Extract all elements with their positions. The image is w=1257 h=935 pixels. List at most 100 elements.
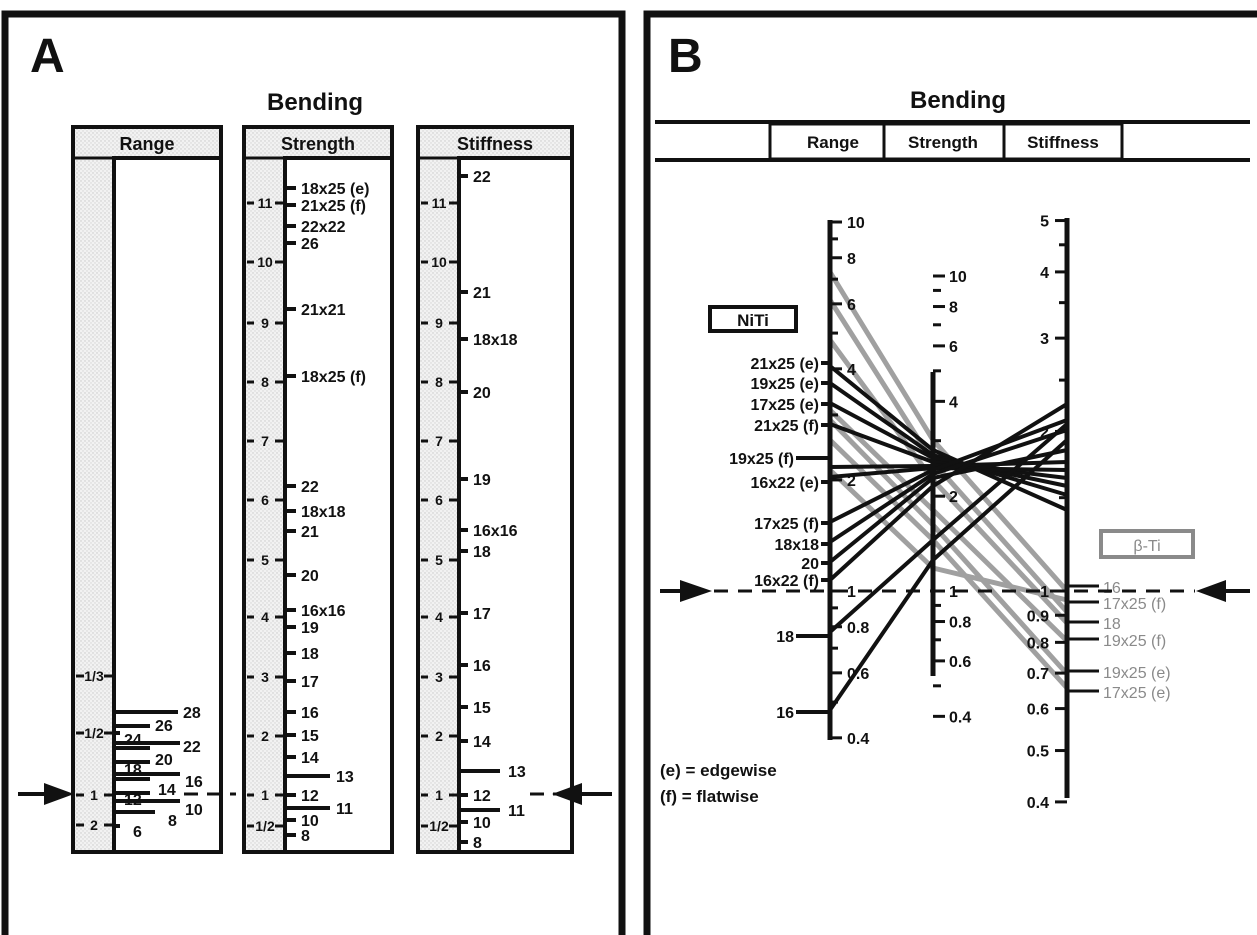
stiffness-axis-label: 4: [1040, 265, 1049, 282]
strength-wire-label: 21x21: [301, 302, 346, 319]
strength-wire-label: 10: [301, 813, 319, 830]
stiffness-left-label: 10: [431, 254, 447, 270]
range-axis-label: 2: [847, 473, 856, 490]
stiffness-wire-label: 15: [473, 700, 491, 717]
strength-axis-label: 10: [949, 269, 967, 286]
arrow-left-icon-b: [1196, 580, 1226, 602]
panel-a-frame: [1, 10, 626, 935]
niti-label: NiTi: [737, 311, 769, 330]
niti-wire-label: 16x22 (e): [751, 475, 820, 492]
range-axis-label: 0.8: [847, 620, 869, 637]
stiffness-wire-label: 16: [473, 658, 491, 675]
strength-wire-label: 26: [301, 236, 319, 253]
panel-b-header-band: Range Strength Stiffness: [655, 120, 1250, 162]
strength-axis-label: 6: [949, 339, 958, 356]
strength-wire-label: 15: [301, 728, 319, 745]
stiffness-wire-label: 12: [473, 788, 491, 805]
strength-left-label: 11: [258, 195, 273, 211]
strength-left-label: 3: [261, 669, 269, 685]
strength-axis-label: 0.4: [949, 709, 971, 726]
stiffness-left-label: 4: [435, 609, 443, 625]
strength-wire-label: 16x16: [301, 603, 346, 620]
strength-wire-label: 16: [301, 705, 319, 722]
range-wire-label: 8: [168, 813, 177, 830]
legend-flatwise: (f) = flatwise: [660, 787, 759, 806]
stiffness-wire-label: 11: [508, 803, 525, 820]
stiffness-left-label: 6: [435, 492, 443, 508]
strength-left-label: 1/2: [255, 818, 275, 834]
range-axis-label: 8: [847, 251, 856, 268]
stiffness-wire-label: 10: [473, 815, 491, 832]
stiffness-column: Stiffness 11109876543211/2222118x1820191…: [416, 125, 574, 854]
range-axis-label: 0.4: [847, 731, 869, 748]
range-axis-label: 1: [847, 584, 856, 601]
stiffness-wire-label: 13: [508, 764, 526, 781]
niti-wire-label: 21x25 (f): [754, 418, 819, 435]
strength-left-label: 1: [261, 787, 269, 803]
niti-box: [708, 305, 798, 333]
strength-left-label: 2: [261, 728, 269, 744]
range-wire-label: 28: [183, 705, 201, 722]
strength-left-label: 5: [261, 552, 269, 568]
panel-b-title: Bending: [910, 87, 1006, 114]
stiffness-wire-label: 8: [473, 835, 482, 852]
niti-wire-label: 17x25 (f): [754, 516, 819, 533]
range-axis-label: 6: [847, 297, 856, 314]
strength-header: Strength: [281, 134, 355, 154]
strength-wire-label: 11: [336, 801, 353, 818]
strength-left-label: 10: [257, 254, 273, 270]
beta-ti-box: [1099, 529, 1195, 559]
strength-axis-label: 4: [949, 394, 958, 411]
strength-left-label: 8: [261, 374, 269, 390]
beta-wire-label: 16: [1103, 580, 1121, 597]
strength-wire-label: 13: [336, 769, 354, 786]
beta-wire-label: 17x25 (f): [1103, 596, 1166, 613]
niti-wire-label: 18: [776, 629, 794, 646]
strength-wire-label: 18x25 (e): [301, 181, 370, 198]
strength-wire-label: 14: [301, 750, 319, 767]
strength-wire-label: 17: [301, 674, 319, 691]
niti-wire-label: 19x25 (e): [751, 376, 820, 393]
range-wire-label: 18: [124, 762, 142, 779]
panel-a-title: Bending: [267, 89, 363, 116]
stiffness-axis-label: 2: [1040, 424, 1049, 441]
stiffness-wire-label: 20: [473, 385, 491, 402]
strength-axis-label: 2: [949, 489, 958, 506]
stiffness-left-label: 5: [435, 552, 443, 568]
range-wire-label: 14: [158, 782, 176, 799]
arrow-left-icon: [552, 783, 582, 805]
stiffness-axis-label: 1: [1040, 584, 1049, 601]
stiffness-axis-label: 0.5: [1027, 744, 1049, 761]
b-range-header: Range: [807, 133, 859, 152]
nomogram-axes: 10 8 6 4 2 1 0.8 0.6 0.4 10 8 6 4 2 1 0.8 0.6 0.4 5 4 3 2 1 0.9…: [827, 214, 1070, 812]
niti-wire-label: 16: [776, 705, 794, 722]
stiffness-axis-label: 0.7: [1027, 666, 1049, 683]
strength-axis-label: 0.8: [949, 615, 971, 632]
strength-wire-label: 22: [301, 479, 319, 496]
stiffness-axis-label: 5: [1040, 214, 1049, 231]
stiffness-header: Stiffness: [457, 134, 533, 154]
strength-left-label: 7: [261, 433, 269, 449]
range-left-label: 2: [90, 817, 98, 833]
range-wire-label: 22: [183, 739, 201, 756]
panel-b-letter: B: [668, 30, 703, 83]
panel-a-letter: A: [30, 30, 65, 83]
strength-wire-label: 20: [301, 568, 319, 585]
range-header: Range: [119, 134, 174, 154]
stiffness-left-label: 8: [435, 374, 443, 390]
stiffness-wire-label: 16x16: [473, 523, 518, 540]
b-stiffness-header: Stiffness: [1027, 133, 1099, 152]
stiffness-axis-label: 0.8: [1027, 635, 1049, 652]
strength-axis-label: 1: [949, 584, 958, 601]
range-left-label: 1: [90, 787, 98, 803]
arrow-right-icon-b: [680, 580, 712, 602]
wire-labels: 21x25 (e) 19x25 (e) 17x25 (e) 21x25 (f) 19x2…: [729, 356, 1171, 722]
strength-wire-label: 21x25 (f): [301, 198, 366, 215]
strength-axis-label: 0.6: [949, 654, 971, 671]
stiffness-left-label: 2: [435, 728, 443, 744]
b-strength-header: Strength: [908, 133, 978, 152]
range-axis-label: 0.6: [847, 666, 869, 683]
stiffness-wire-label: 18: [473, 544, 491, 561]
